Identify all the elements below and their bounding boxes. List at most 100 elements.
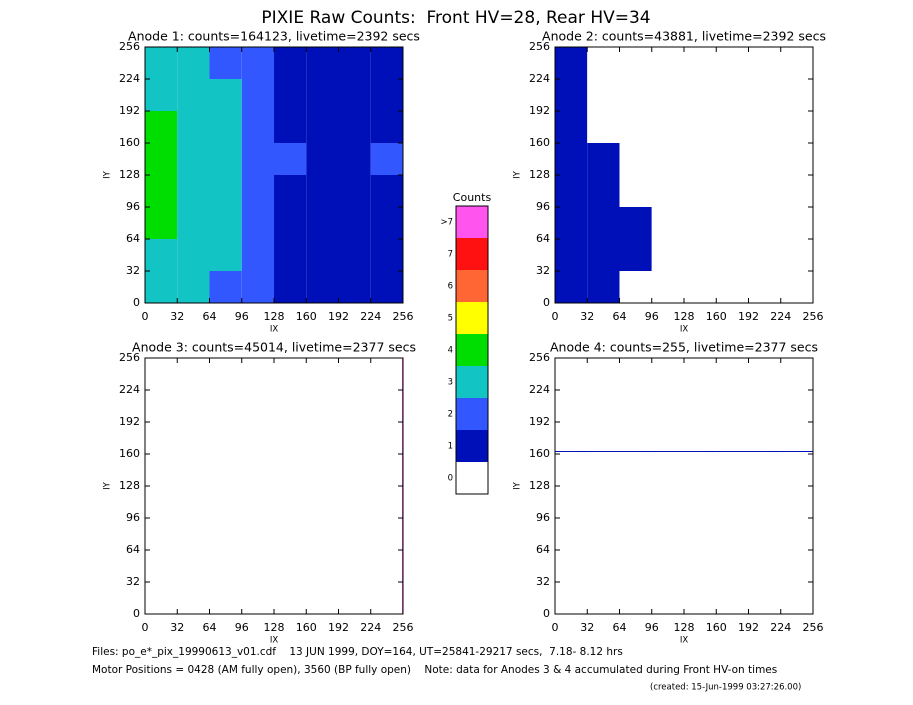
cell [748,451,781,452]
colorbar-swatch [456,334,488,366]
cell [274,111,307,143]
x-tick-label: 192 [738,310,759,323]
cell [748,518,781,550]
cell [684,79,717,111]
cell [145,582,178,614]
cell [716,175,749,207]
x-axis-label: IX [270,325,279,335]
colorbar-label: 5 [448,314,453,324]
cell [209,518,242,550]
cell [241,518,274,550]
cell [338,271,371,303]
y-tick-label: 256 [119,351,140,364]
cell [748,47,781,79]
cell [619,390,652,422]
y-tick-label: 0 [543,607,550,620]
y-tick-label: 224 [119,72,140,85]
cell [748,390,781,422]
colorbar-frame [455,205,489,495]
cell [748,79,781,111]
cell [209,422,242,454]
cell [619,175,652,207]
cell [145,207,178,239]
cell [177,486,210,518]
cell [587,422,620,451]
cell [587,452,620,454]
x-tick-label: 256 [393,621,414,634]
cell [780,207,813,239]
cell [306,550,339,582]
y-tick-label: 192 [529,104,550,117]
cell [748,111,781,143]
cell [209,454,242,486]
cell [338,422,371,454]
cell [684,358,717,390]
cell [401,422,403,454]
y-tick-label: 0 [133,296,140,309]
cell [748,175,781,207]
cell [145,47,178,79]
cell [555,207,588,239]
cell [338,518,371,550]
cell [684,582,717,614]
colorbar-swatch [456,430,488,462]
cell [587,550,620,582]
x-tick-label: 0 [142,621,149,634]
y-tick-label: 32 [126,575,140,588]
cell [716,207,749,239]
cell [274,422,307,454]
cell [587,47,620,79]
cell [274,47,307,79]
colorbar-label: 3 [448,378,453,388]
cell [177,422,210,454]
cell [370,143,403,175]
cell [177,47,210,79]
cell [619,451,652,452]
cell [619,486,652,518]
cell [209,358,242,390]
cell [555,390,588,422]
cell [555,271,588,303]
y-tick-label: 128 [529,168,550,181]
cell [241,358,274,390]
y-tick-label: 224 [529,72,550,85]
cell [338,390,371,422]
cell [370,207,403,239]
y-tick-label: 128 [529,479,550,492]
x-tick-label: 224 [360,621,381,634]
cell [338,486,371,518]
cell [684,422,717,451]
cell [619,582,652,614]
cell [306,454,339,486]
cell [587,143,620,175]
x-tick-label: 224 [770,621,791,634]
cell [145,79,178,111]
footer-line: Motor Positions = 0428 (AM fully open), … [92,664,777,676]
colorbar-title: Counts [453,191,492,204]
cell [209,390,242,422]
cell [780,422,813,451]
cell [241,582,274,614]
cell [401,454,403,486]
colorbar-label: 2 [448,410,453,420]
colorbar-label: >7 [440,218,453,228]
x-tick-label: 128 [264,621,285,634]
cell [209,79,242,111]
cell [145,422,178,454]
x-tick-label: 224 [360,310,381,323]
cell [555,79,588,111]
cell [587,239,620,271]
cell [306,207,339,239]
cell [370,79,403,111]
cell [401,550,403,582]
cell [274,550,307,582]
cell [555,550,588,582]
cell [619,358,652,390]
cell [338,358,371,390]
cell [274,358,307,390]
cell [401,390,403,422]
cell [748,143,781,175]
x-tick-label: 32 [580,310,594,323]
cell [684,271,717,303]
